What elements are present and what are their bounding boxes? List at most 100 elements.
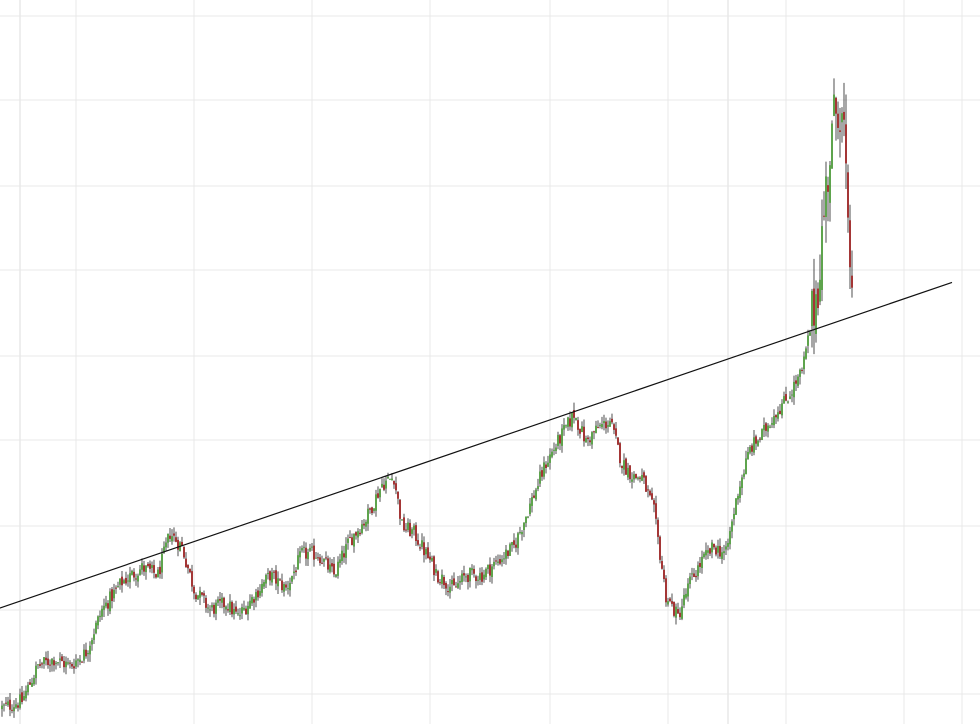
- candle-body-up: [763, 425, 765, 431]
- candle-body-up: [33, 678, 35, 685]
- candle-body-down: [183, 546, 185, 558]
- candle-body-down: [355, 532, 357, 536]
- candle-body-up: [263, 582, 265, 587]
- candle-body-down: [133, 571, 135, 578]
- candle-body-up: [339, 559, 341, 564]
- candle-body-up: [367, 508, 369, 524]
- candle-body-down: [107, 603, 109, 609]
- candle-body-down: [625, 458, 627, 475]
- candle-body-up: [353, 534, 355, 547]
- candle-body-down: [71, 663, 73, 667]
- candle-body-up: [521, 532, 523, 535]
- candle-body-up: [707, 550, 709, 553]
- candle-body-up: [283, 584, 285, 592]
- candle-body-up: [595, 425, 597, 434]
- candle-body-down: [655, 503, 657, 519]
- candle-body-down: [313, 545, 315, 560]
- candle-body-up: [811, 290, 813, 327]
- candle-body-down: [415, 525, 417, 542]
- candle-body-up: [297, 555, 299, 570]
- candle-body-down: [203, 593, 205, 596]
- candle-body-down: [399, 499, 401, 519]
- candle-body-down: [49, 664, 51, 666]
- candle-body-up: [323, 558, 325, 562]
- candle-body-down: [111, 589, 113, 602]
- candle-body-up: [109, 591, 111, 612]
- candle-body-up: [841, 113, 843, 123]
- candle-body-up: [251, 597, 253, 604]
- candle-body-up: [385, 480, 387, 489]
- candle-body-down: [429, 556, 431, 560]
- candle-body-down: [613, 424, 615, 430]
- candle-body-up: [165, 542, 167, 548]
- candle-body-up: [805, 348, 807, 359]
- candle-body-down: [45, 657, 47, 661]
- candle-body-up: [565, 425, 567, 427]
- candle-body-up: [527, 516, 529, 518]
- candle-body-down: [195, 594, 197, 600]
- candle-body-up: [97, 616, 99, 626]
- candle-body-down: [395, 483, 397, 491]
- candle-body-down: [181, 541, 183, 546]
- candle-body-down: [695, 575, 697, 578]
- candle-body-up: [549, 454, 551, 463]
- candle-body-up: [411, 529, 413, 534]
- candle-body-down: [41, 663, 43, 665]
- candle-body-down: [223, 597, 225, 608]
- candle-body-down: [611, 418, 613, 423]
- candle-body-up: [777, 412, 779, 419]
- trendline-layer: [0, 281, 953, 611]
- candle-body-down: [635, 473, 637, 479]
- candle-body-up: [819, 279, 821, 302]
- candle-body-up: [735, 498, 737, 515]
- candle-body-up: [461, 573, 463, 582]
- candle-body-up: [3, 704, 5, 706]
- candle-body-down: [775, 415, 777, 418]
- candle-body-down: [629, 465, 631, 480]
- candle-body-up: [591, 432, 593, 445]
- candle-body-up: [379, 488, 381, 498]
- candle-body-up: [789, 396, 791, 399]
- candle-body-down: [719, 545, 721, 557]
- candle-body-up: [717, 545, 719, 553]
- candle-body-up: [529, 503, 531, 515]
- candle-body-down: [437, 571, 439, 583]
- candle-body-down: [577, 420, 579, 430]
- candle-body-up: [741, 477, 743, 489]
- candle-body-up: [567, 417, 569, 427]
- candle-body-down: [677, 609, 679, 614]
- candle-body-down: [659, 536, 661, 560]
- candle-body-up: [523, 522, 525, 531]
- candle-body-up: [603, 421, 605, 424]
- candle-body-up: [487, 564, 489, 570]
- candle-body-down: [489, 564, 491, 576]
- trendline[interactable]: [0, 281, 953, 611]
- candle-body-down: [29, 682, 31, 685]
- candle-body-up: [103, 605, 105, 610]
- candle-body-down: [185, 558, 187, 568]
- candle-body-up: [609, 421, 611, 427]
- candle-body-down: [231, 601, 233, 615]
- candle-body-down: [11, 709, 13, 711]
- candle-body-up: [27, 684, 29, 693]
- candle-body-down: [205, 597, 207, 608]
- candle-body-up: [95, 622, 97, 634]
- candle-body-up: [525, 516, 527, 524]
- candle-body-down: [817, 288, 819, 309]
- candle-body-down: [47, 658, 49, 665]
- candle-body-down: [823, 215, 825, 217]
- candle-body-down: [235, 606, 237, 612]
- candle-body-down: [475, 576, 477, 581]
- candle-body-up: [271, 572, 273, 583]
- candle-body-up: [243, 607, 245, 610]
- candle-body-up: [123, 580, 125, 584]
- candle-body-down: [843, 111, 845, 120]
- candle-body-up: [421, 540, 423, 547]
- candle-body-down: [173, 533, 175, 536]
- candle-body-up: [479, 573, 481, 580]
- candle-body-down: [507, 550, 509, 556]
- candle-body-down: [187, 564, 189, 569]
- candle-body-up: [65, 661, 67, 668]
- candle-body-up: [93, 634, 95, 640]
- candle-body-up: [303, 546, 305, 548]
